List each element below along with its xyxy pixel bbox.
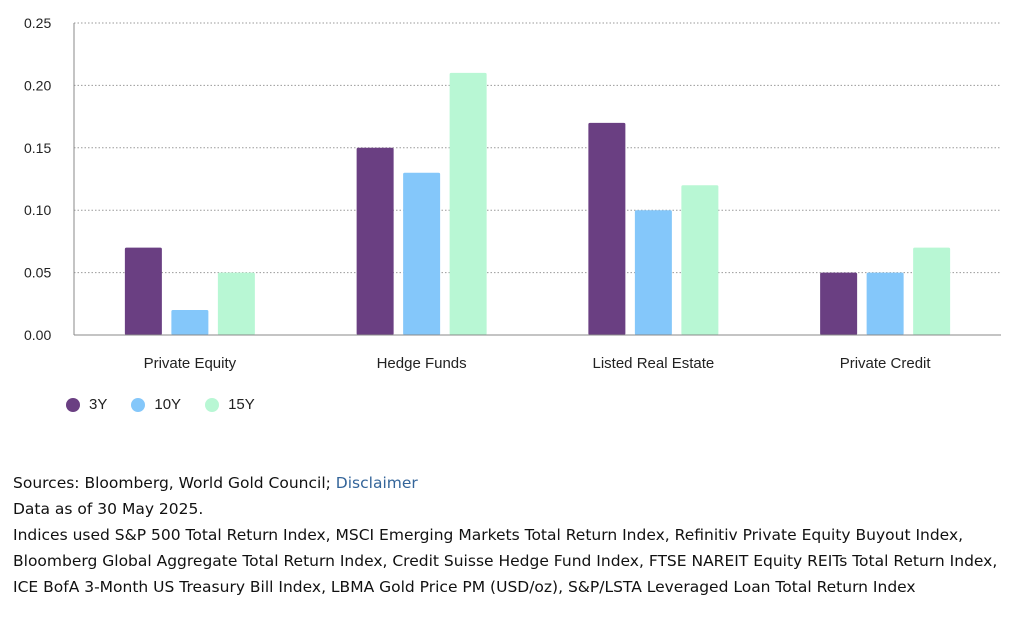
bar-3y-private-credit[interactable] [820,272,858,335]
legend-swatch-3y [66,397,80,412]
legend: 3Y 10Y 15Y [66,396,279,413]
bar-chart: 0.00 0.05 0.10 0.15 0.20 0.25 Private Equity H… [24,15,1001,372]
y-tick-label: 0.25 [24,15,51,31]
bar-10y-private-credit[interactable] [866,272,904,335]
bars [124,72,951,336]
legend-label-15y: 15Y [228,396,255,413]
y-tick-label: 0.15 [24,140,51,156]
chart-notes: Sources: Bloomberg, World Gold Council; … [13,470,1018,600]
x-category-label: Hedge Funds [377,355,467,372]
x-axis: Private Equity Hedge Funds Listed Real Est… [74,334,1001,372]
data-date: Data as of 30 May 2025. [13,500,204,518]
bar-15y-private-equity[interactable] [217,272,255,335]
y-tick-label: 0.10 [24,202,51,218]
gridlines [74,22,1001,274]
bar-15y-private-credit[interactable] [913,247,951,335]
legend-item-10y[interactable]: 10Y [131,396,181,413]
bar-15y-listed-real-estate[interactable] [681,185,719,335]
x-category-label: Listed Real Estate [593,355,715,372]
sources-text: Sources: Bloomberg, World Gold Council; [13,474,336,492]
disclaimer-link[interactable]: Disclaimer [335,474,418,492]
legend-label-3y: 3Y [89,396,108,413]
bar-10y-private-equity[interactable] [171,310,209,335]
legend-swatch-15y [205,397,220,412]
sources-line: Sources: Bloomberg, World Gold Council; … [13,470,1018,496]
y-tick-label: 0.00 [24,327,51,343]
bar-10y-hedge-funds[interactable] [403,172,441,335]
bar-3y-hedge-funds[interactable] [356,147,394,335]
legend-item-15y[interactable]: 15Y [205,396,255,413]
bar-10y-listed-real-estate[interactable] [634,210,672,335]
x-category-label: Private Credit [840,355,932,372]
bar-3y-private-equity[interactable] [124,247,162,335]
bar-15y-hedge-funds[interactable] [449,72,487,336]
legend-swatch-10y [131,397,146,412]
bar-3y-listed-real-estate[interactable] [588,122,626,335]
indices-note: Indices used S&P 500 Total Return Index,… [13,526,998,596]
y-tick-label: 0.20 [24,77,51,93]
y-axis: 0.00 0.05 0.10 0.15 0.20 0.25 [24,15,75,343]
legend-label-10y: 10Y [154,396,182,413]
x-category-label: Private Equity [144,355,237,372]
legend-item-3y[interactable]: 3Y [66,396,107,413]
y-tick-label: 0.05 [24,265,51,281]
